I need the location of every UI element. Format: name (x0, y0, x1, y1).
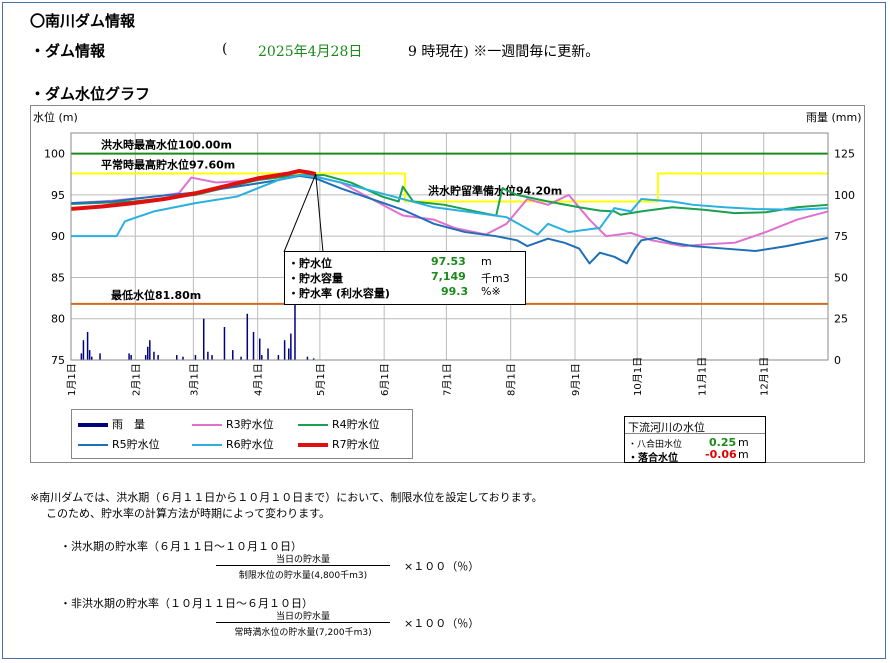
x-tick-label: 4月1日 (253, 363, 265, 396)
info-label-rate: ・貯水率 (利水容量) (288, 287, 390, 300)
y-tick-left: 75 (51, 354, 65, 367)
limit-level-line (71, 172, 828, 203)
flood-prep-label: 洪水貯留準備水位94.20m (428, 184, 562, 198)
rain-bars (80, 285, 315, 360)
legend-swatch (298, 424, 328, 426)
legend-item-r7: R7貯水位 (298, 436, 380, 452)
paren-open: ( (222, 41, 228, 57)
y-tick-left: 95 (51, 189, 65, 202)
x-tick-label: 9月1日 (570, 363, 582, 396)
y-tick-right: 0 (834, 354, 841, 367)
y-tick-left: 80 (51, 313, 65, 326)
legend-item-r3: R3貯水位 (192, 416, 274, 432)
nonflood-formula-multiplier: ×１００（％） (404, 617, 480, 630)
legend-item-r4: R4貯水位 (298, 416, 380, 432)
legend-label: R7貯水位 (332, 438, 380, 451)
reference-lines: 洪水時最高水位100.00m 平常時最高貯水位97.60m 洪水貯留準備水位94.2… (71, 138, 828, 305)
chart-axes: 1月1日 2月1日 3月1日 4月1日 5月1日 6月1日 7月1日 8月1日 9月1日 10月1… (44, 132, 855, 396)
x-tick-label: 6月1日 (379, 363, 391, 396)
info-value-volume: 7,149 (431, 270, 466, 283)
graph-heading: ・ダム水位グラフ (30, 85, 151, 103)
hachigoda-label: ・八合田水位 (628, 440, 683, 450)
legend-item-r5: R5貯水位 (78, 436, 160, 452)
flood-formula-numerator: 当日の貯水量 (275, 555, 330, 565)
ochiai-value: -0.06 (705, 448, 737, 461)
ochiai-unit: m (738, 448, 749, 461)
y-tick-right: 125 (834, 148, 855, 161)
legend-swatch (192, 444, 222, 446)
flood-formula-line (216, 565, 390, 566)
legend-item-r6: R6貯水位 (192, 436, 274, 452)
info-label-volume: ・貯水容量 (288, 272, 343, 285)
x-tick-label: 3月1日 (188, 363, 200, 396)
info-unit-volume: 千m3 (481, 272, 510, 285)
x-tick-label: 7月1日 (441, 363, 453, 396)
y-tick-left: 85 (51, 271, 65, 284)
legend-label: R3貯水位 (226, 418, 274, 431)
y-tick-left: 90 (51, 230, 65, 243)
flood-max-label: 洪水時最高水位100.00m (101, 138, 232, 152)
downstream-level-box: 下流河川の水位 ・八合田水位 0.25 m ・落合水位 -0.06 m (624, 416, 766, 464)
legend-item-rain: 雨 量 (78, 416, 145, 432)
flood-formula-denominator: 制限水位の貯水量(4,800千m3) (238, 571, 368, 581)
y-tick-right: 100 (834, 189, 855, 202)
plot-area (70, 132, 829, 361)
y-tick-right: 50 (834, 271, 848, 284)
nonflood-period-title: ・非洪水期の貯水率（１０月１１日～６月１０日） (60, 597, 313, 610)
legend-label: 雨 量 (112, 418, 145, 431)
chart-legend: 雨 量 R3貯水位 R4貯水位 R5貯水位 R6貯水位 R7貯水位 (71, 409, 413, 459)
chart-series (70, 168, 829, 265)
series-line (71, 174, 829, 238)
legend-swatch (298, 443, 328, 447)
hachigoda-value: 0.25 (709, 436, 737, 449)
update-date: 2025年4月28日 (258, 44, 363, 60)
chart-panel: 洪水時最高水位100.00m 平常時最高貯水位97.60m 洪水貯留準備水位94.2… (30, 105, 865, 464)
info-unit-rate: %※ (481, 285, 501, 298)
nonflood-formula-denominator: 常時満水位の貯水量(7,200千m3) (234, 628, 372, 638)
x-tick-label: 2月1日 (130, 363, 142, 396)
info-pointer-line (315, 173, 324, 253)
normal-max-label: 平常時最高貯水位97.60m (101, 157, 235, 171)
y-tick-right: 75 (834, 230, 848, 243)
series-line (70, 168, 317, 211)
hachigoda-unit: m (738, 436, 749, 449)
ochiai-label: ・落合水位 (628, 453, 678, 464)
info-pointer-line (283, 173, 317, 253)
x-tick-label: 12月1日 (759, 357, 771, 396)
info-unit-level: m (481, 255, 492, 268)
flood-period-title: ・洪水期の貯水率（６月１１日～１０月１０日） (60, 540, 302, 553)
legend-swatch (78, 423, 108, 427)
info-label-level: ・貯水位 (288, 257, 332, 270)
y-axis-left-label: 水位 (m) (33, 110, 78, 124)
x-tick-label: 8月1日 (506, 363, 518, 396)
current-status-box: ・貯水位 97.53 m ・貯水容量 7,149 千m3 ・貯水率 (利水容量)… (284, 251, 526, 305)
nonflood-formula-numerator: 当日の貯水量 (275, 612, 330, 622)
note-line-1: ※南川ダムでは、洪水期（６月１１日から１０月１０日まで）において、制限水位を設定… (30, 491, 543, 504)
flood-formula-multiplier: ×１００（％） (404, 560, 480, 573)
update-time-note: 9 時現在) ※一週間毎に更新。 (408, 44, 600, 60)
min-level-label: 最低水位81.80m (111, 288, 201, 302)
dam-level-chart: 洪水時最高水位100.00m 平常時最高貯水位97.60m 洪水貯留準備水位94.2… (33, 110, 862, 396)
y-tick-left: 100 (44, 148, 65, 161)
legend-swatch (78, 444, 108, 446)
page-title: 〇南川ダム情報 (30, 12, 136, 30)
legend-label: R4貯水位 (332, 418, 380, 431)
x-tick-label: 1月1日 (66, 363, 78, 396)
dam-info-heading: ・ダム情報 (30, 42, 106, 60)
nonflood-formula-line (216, 622, 390, 623)
x-tick-label: 10月1日 (632, 357, 644, 396)
info-value-level: 97.53 (431, 255, 466, 268)
downstream-title: 下流河川の水位 (628, 421, 705, 434)
y-axis-right-label: 雨量 (mm) (806, 111, 862, 124)
legend-label: R6貯水位 (226, 438, 274, 451)
legend-label: R5貯水位 (112, 438, 160, 451)
info-value-rate: 99.3 (441, 285, 469, 298)
note-line-2: このため、貯水率の計算方法が時期によって変わります。 (46, 507, 331, 520)
x-tick-label: 11月1日 (696, 357, 708, 396)
x-tick-label: 5月1日 (315, 363, 327, 396)
y-tick-right: 25 (834, 313, 848, 326)
legend-swatch (192, 424, 222, 426)
downstream-divider (625, 433, 765, 434)
